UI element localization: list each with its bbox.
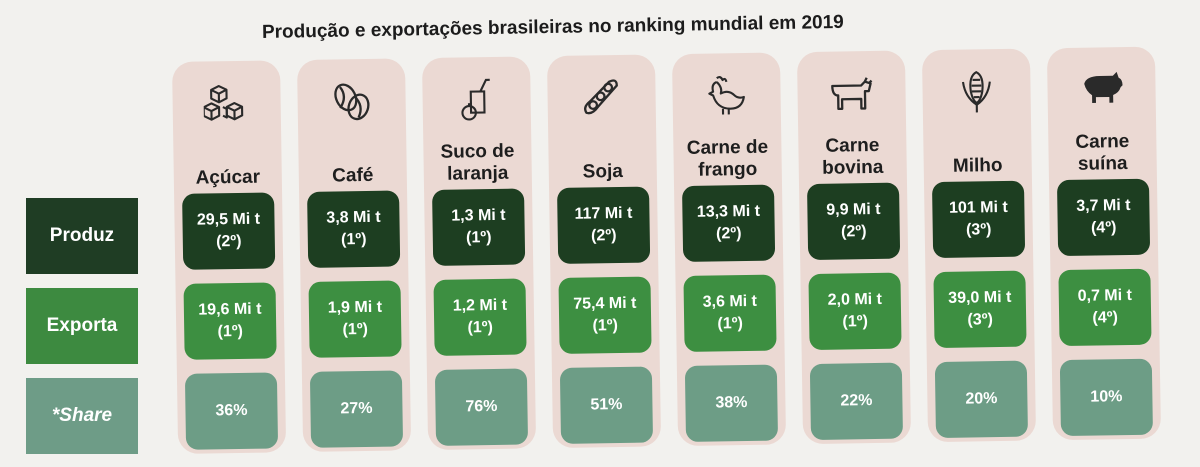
production-cell: 3,8 Mi t (1º)	[307, 190, 401, 268]
export-value: 1,9 Mi t	[327, 298, 383, 317]
chicken-icon	[672, 70, 781, 120]
chart-title: Produção e exportações brasileiras no ra…	[261, 11, 844, 43]
product-column: Carne bovina 9,9 Mi t (2º) 2,0 Mi t (1º)…	[796, 50, 912, 445]
export-rank: (3º)	[967, 311, 993, 329]
production-value: 29,5 Mi t	[196, 210, 261, 229]
production-value: 1,3 Mi t	[451, 206, 506, 225]
share-value: 76%	[465, 397, 498, 416]
coffee-bean-icon	[297, 76, 406, 126]
production-value: 3,7 Mi t	[1076, 196, 1131, 215]
product-name: Café	[332, 164, 374, 187]
share-value: 10%	[1090, 388, 1123, 406]
product-name: Carne de frango	[686, 136, 769, 181]
production-rank: (1º)	[340, 230, 367, 249]
share-cell: 10%	[1059, 358, 1153, 437]
product-columns: Açúcar 29,5 Mi t (2º) 19,6 Mi t (1º) 36%…	[172, 46, 1200, 462]
production-rank: (2º)	[715, 225, 742, 243]
export-value: 2,0 Mi t	[827, 290, 883, 309]
production-rank: (2º)	[215, 232, 242, 251]
share-value: 36%	[215, 401, 248, 420]
production-value: 9,9 Mi t	[826, 200, 881, 219]
export-value: 3,6 Mi t	[702, 292, 758, 311]
production-cell: 117 Mi t (2º)	[557, 186, 651, 264]
share-cell: 76%	[434, 368, 529, 446]
share-cell: 20%	[934, 360, 1028, 439]
product-column: Soja 117 Mi t (2º) 75,4 Mi t (1º) 51%	[546, 54, 662, 449]
production-cell: 1,3 Mi t (1º)	[432, 188, 526, 266]
share-cell: 51%	[559, 366, 654, 444]
share-value: 51%	[590, 395, 623, 414]
export-cell: 1,2 Mi t (1º)	[433, 278, 527, 356]
share-value: 38%	[715, 394, 748, 412]
share-cell: 36%	[184, 372, 279, 450]
cow-icon	[797, 68, 906, 118]
share-cell: 38%	[684, 364, 779, 442]
export-rank: (1º)	[842, 313, 869, 331]
production-cell: 13,3 Mi t (2º)	[682, 184, 776, 262]
export-cell: 2,0 Mi t (1º)	[808, 272, 902, 351]
production-rank: (4º)	[1090, 219, 1117, 237]
production-value: 3,8 Mi t	[326, 208, 381, 227]
product-name: Açúcar	[195, 166, 261, 189]
soybean-pod-icon	[547, 72, 656, 122]
export-value: 0,7 Mi t	[1077, 286, 1133, 305]
row-label-produz: Produz	[26, 198, 138, 274]
row-label-share: *Share	[26, 378, 138, 454]
sugar-cubes-icon	[172, 78, 281, 128]
share-value: 27%	[340, 399, 373, 418]
export-cell: 75,4 Mi t (1º)	[558, 276, 652, 354]
product-name: Milho	[952, 154, 1003, 177]
product-column: Carne suína 3,7 Mi t (4º) 0,7 Mi t (4º) …	[1046, 46, 1162, 441]
production-rank: (2º)	[590, 227, 617, 245]
export-rank: (1º)	[467, 318, 494, 337]
product-name: Carne bovina	[821, 134, 884, 179]
pig-icon	[1047, 65, 1156, 115]
export-cell: 39,0 Mi t (3º)	[933, 270, 1027, 349]
production-value: 101 Mi t	[948, 198, 1008, 217]
export-cell: 0,7 Mi t (4º)	[1058, 268, 1152, 347]
production-value: 117 Mi t	[574, 204, 633, 223]
export-cell: 19,6 Mi t (1º)	[183, 282, 277, 360]
production-cell: 9,9 Mi t (2º)	[806, 182, 901, 261]
export-value: 1,2 Mi t	[452, 296, 508, 315]
product-name: Suco de laranja	[440, 140, 515, 185]
export-cell: 1,9 Mi t (1º)	[308, 280, 402, 358]
export-cell: 3,6 Mi t (1º)	[683, 274, 777, 352]
export-rank: (1º)	[217, 322, 244, 341]
share-cell: 22%	[809, 362, 904, 441]
product-name: Soja	[582, 160, 624, 183]
production-cell: 101 Mi t (3º)	[931, 180, 1026, 259]
product-column: Suco de laranja 1,3 Mi t (1º) 1,2 Mi t (…	[421, 56, 537, 451]
export-value: 39,0 Mi t	[948, 288, 1012, 307]
production-rank: (1º)	[465, 229, 492, 247]
production-cell: 29,5 Mi t (2º)	[182, 192, 276, 270]
product-column: Café 3,8 Mi t (1º) 1,9 Mi t (1º) 27%	[296, 58, 412, 452]
production-rank: (3º)	[965, 221, 992, 239]
export-rank: (4º)	[1092, 309, 1118, 327]
product-column: Carne de frango 13,3 Mi t (2º) 3,6 Mi t …	[671, 52, 787, 447]
export-value: 19,6 Mi t	[198, 300, 262, 319]
orange-juice-icon	[422, 74, 531, 124]
export-rank: (1º)	[592, 317, 619, 335]
production-cell: 3,7 Mi t (4º)	[1056, 178, 1151, 257]
export-rank: (1º)	[342, 320, 369, 339]
corn-icon	[922, 67, 1031, 117]
production-rank: (2º)	[840, 223, 867, 241]
row-label-exporta: Exporta	[26, 288, 138, 364]
export-value: 75,4 Mi t	[573, 294, 637, 313]
product-column: Açúcar 29,5 Mi t (2º) 19,6 Mi t (1º) 36%	[172, 60, 287, 454]
share-value: 20%	[965, 390, 998, 408]
export-rank: (1º)	[717, 315, 744, 333]
share-cell: 27%	[309, 370, 404, 448]
share-value: 22%	[840, 392, 873, 410]
product-column: Milho 101 Mi t (3º) 39,0 Mi t (3º) 20%	[921, 48, 1037, 443]
production-value: 13,3 Mi t	[696, 202, 761, 221]
product-name: Carne suína	[1075, 130, 1130, 175]
